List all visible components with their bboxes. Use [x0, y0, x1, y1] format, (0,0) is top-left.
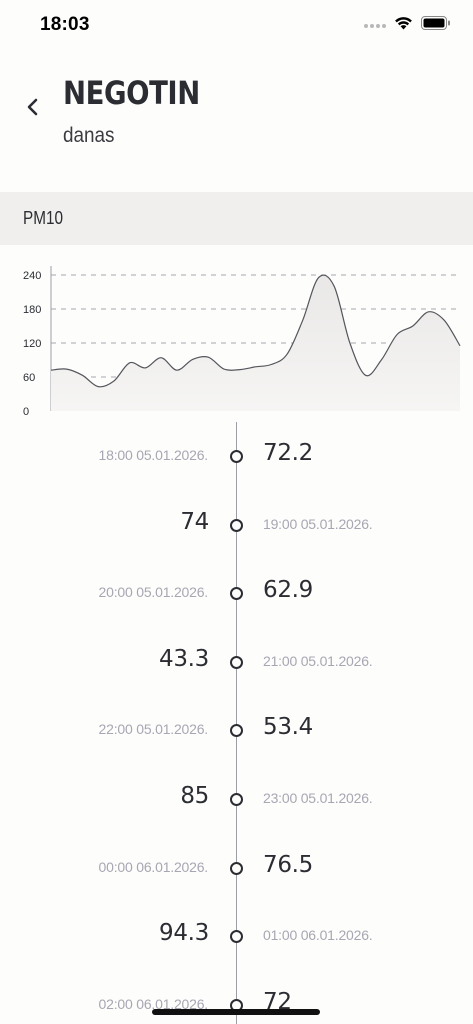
series-line: [50, 274, 461, 388]
measurement-value: 43.3: [158, 645, 209, 672]
measurement-time: 00:00 06.01.2026.: [98, 858, 209, 875]
measurement-value: 94.3: [158, 920, 209, 947]
chart-svg: 0 60 120 180 240: [23, 266, 461, 418]
timeline-dot-icon: [230, 861, 243, 875]
timeline-entry: 21:00 05.01.2026. 43.3: [0, 642, 473, 682]
measurement-time: 20:00 05.01.2026.: [98, 584, 209, 601]
measurement-time: 02:00 06.01.2026.: [98, 995, 209, 1012]
measurement-time: 21:00 05.01.2026.: [263, 652, 373, 669]
status-icons: [364, 16, 451, 35]
timeline-dot-icon: [230, 518, 243, 532]
measurement-time: 22:00 05.01.2026.: [98, 721, 209, 738]
pm10-chart: 0 60 120 180 240: [0, 258, 473, 423]
wifi-icon: [394, 16, 413, 35]
timeline-dot-icon: [230, 587, 243, 601]
y-tick-label: 60: [23, 372, 35, 384]
measurement-value: 62.9: [263, 577, 314, 604]
y-tick-label: 120: [23, 338, 41, 350]
timeline-entry: 22:00 05.01.2026. 53.4: [0, 710, 473, 750]
measurement-time: 01:00 06.01.2026.: [263, 927, 373, 944]
y-tick-label: 0: [23, 406, 29, 418]
measurement-value: 74: [180, 508, 209, 535]
y-tick-label: 240: [23, 270, 41, 282]
timeline-dot-icon: [230, 450, 243, 463]
status-time: 18:03: [40, 14, 90, 35]
timeline-entry: 00:00 06.01.2026. 76.5: [0, 848, 473, 888]
measurement-value: 72.2: [263, 440, 314, 466]
pollutant-selector[interactable]: PM10: [0, 192, 473, 245]
period-subtitle: danas: [63, 124, 115, 147]
measurement-value: 53.4: [263, 714, 314, 741]
timeline-entry: 19:00 05.01.2026. 74: [0, 505, 473, 545]
measurement-value: 85: [180, 783, 209, 809]
timeline-entry: 02:00 06.01.2026. 72: [0, 985, 473, 1024]
timeline-dot-icon: [230, 724, 243, 738]
timeline-dot-icon: [230, 793, 243, 806]
page-title: NEGOTIN: [63, 74, 200, 112]
timeline-entry: 01:00 06.01.2026. 94.3: [0, 916, 473, 956]
y-tick-label: 180: [23, 304, 41, 316]
timeline-entry: 20:00 05.01.2026. 62.9: [0, 573, 473, 613]
signal-dots: [364, 23, 386, 28]
timeline-axis: [236, 422, 237, 1024]
series-area: [51, 275, 460, 411]
pollutant-label: PM10: [23, 208, 63, 228]
home-indicator: [152, 1009, 320, 1015]
back-button[interactable]: [16, 92, 50, 126]
measurement-timeline[interactable]: 18:00 05.01.2026. 72.2 19:00 05.01.2026. 74…: [0, 422, 473, 1024]
measurement-time: 18:00 05.01.2026.: [98, 447, 209, 463]
chevron-left-icon: [25, 97, 41, 122]
measurement-time: 19:00 05.01.2026.: [263, 515, 373, 532]
timeline-entry: 23:00 05.01.2026. 85: [0, 779, 473, 819]
status-bar: 18:03: [0, 0, 473, 50]
measurement-time: 23:00 05.01.2026.: [263, 790, 373, 806]
timeline-dot-icon: [230, 655, 243, 669]
battery-icon: [421, 16, 451, 35]
timeline-entry: 18:00 05.01.2026. 72.2: [0, 436, 473, 476]
measurement-value: 76.5: [263, 851, 314, 878]
timeline-dot-icon: [230, 930, 243, 944]
